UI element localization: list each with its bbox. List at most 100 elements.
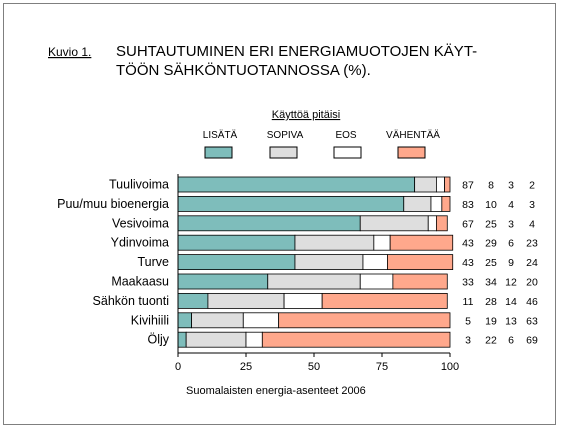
bar-segment <box>177 254 296 271</box>
category-label: Öljy <box>147 333 169 347</box>
bar-row: Öljy 3 22 6 69 <box>147 331 538 348</box>
bar-segment <box>177 195 405 212</box>
data-value-label: 46 <box>526 296 538 308</box>
data-value-label: 10 <box>485 199 497 211</box>
data-value-label: 28 <box>485 296 497 308</box>
data-value-label: 20 <box>526 277 538 289</box>
data-value-label: 63 <box>526 315 538 327</box>
legend: LISÄTÄ SOPIVA EOS VÄHENTÄÄ <box>203 129 440 159</box>
legend-swatch <box>397 146 426 159</box>
data-value-label: 19 <box>485 315 497 327</box>
bar-segment <box>403 195 432 212</box>
data-value-label: 83 <box>462 199 474 211</box>
data-value-label: 6 <box>508 238 514 250</box>
data-value-label: 22 <box>485 335 497 347</box>
data-value-label: 3 <box>508 218 514 230</box>
bar-segment <box>185 331 247 348</box>
bar-segment <box>359 215 429 232</box>
data-value-label: 25 <box>485 218 497 230</box>
data-value-label: 25 <box>485 257 497 269</box>
bar-segment <box>177 215 361 232</box>
bar-segment <box>177 273 269 290</box>
bar-segment <box>267 273 361 290</box>
bar-segment <box>294 254 364 271</box>
category-label: Tuulivoima <box>109 178 169 192</box>
data-value-label: 9 <box>508 257 514 269</box>
bar-segment <box>441 195 451 212</box>
legend-swatch <box>333 146 362 159</box>
data-value-label: 8 <box>488 180 494 192</box>
bar-segment <box>177 312 192 329</box>
bar-segment <box>359 273 394 290</box>
bar-segment <box>321 292 448 309</box>
x-tick-label: 25 <box>240 361 252 373</box>
data-value-label: 2 <box>529 180 535 192</box>
bar-row: Puu/muu bioenergia 83 10 4 3 <box>57 195 535 212</box>
bar-row: Vesivoima 67 25 3 4 <box>112 215 535 232</box>
data-value-label: 29 <box>485 238 497 250</box>
bar-segment <box>207 292 285 309</box>
data-value-label: 33 <box>462 277 474 289</box>
bar-segment <box>191 312 244 329</box>
bar-segment <box>427 215 437 232</box>
x-tick-label: 75 <box>376 361 388 373</box>
bar-segment <box>414 176 437 193</box>
data-value-label: 13 <box>505 315 517 327</box>
legend-title: Käyttöä pitäisi <box>272 109 340 121</box>
x-tick-label: 50 <box>308 361 320 373</box>
data-value-label: 12 <box>505 277 517 289</box>
bar-segment <box>387 254 454 271</box>
bar-segment <box>177 234 296 251</box>
legend-swatch <box>269 146 298 159</box>
data-value-label: 24 <box>526 257 538 269</box>
bar-segment <box>261 331 451 348</box>
bar-row: Turve 43 25 9 24 <box>138 254 538 271</box>
bar-segment <box>177 176 416 193</box>
bar-segment <box>294 234 375 251</box>
data-value-label: 3 <box>529 199 535 211</box>
source-note: Suomalaisten energia-asenteet 2006 <box>186 385 366 397</box>
data-value-label: 43 <box>462 238 474 250</box>
legend-label: EOS <box>335 130 356 141</box>
data-value-label: 3 <box>465 335 471 347</box>
chart-title-line-2: TÖÖN SÄHKÖNTUOTANNOSSA (%). <box>116 61 371 79</box>
category-label: Maakaasu <box>111 275 169 289</box>
bar-row: Ydinvoima 43 29 6 23 <box>111 234 538 251</box>
data-value-label: 34 <box>485 277 497 289</box>
bar-segment <box>177 292 209 309</box>
legend-swatch <box>204 146 233 159</box>
bar-segment <box>362 254 388 271</box>
data-value-label: 69 <box>526 335 538 347</box>
legend-label: LISÄTÄ <box>203 129 238 141</box>
bar-segment <box>389 234 454 251</box>
category-label: Ydinvoima <box>111 236 169 250</box>
category-label: Vesivoima <box>112 216 169 230</box>
data-value-label: 87 <box>462 180 474 192</box>
bar-segment <box>177 331 187 348</box>
bar-row: Kivihiili 5 19 13 63 <box>131 312 538 329</box>
data-value-label: 3 <box>508 180 514 192</box>
chart-title-line-1: SUHTAUTUMINEN ERI ENERGIAMUOTOJEN KÄYT- <box>116 43 477 60</box>
data-value-label: 4 <box>529 218 535 230</box>
x-axis: 0 25 50 75 100 <box>175 174 459 373</box>
bar-row: Tuulivoima 87 8 3 2 <box>109 176 535 193</box>
data-value-label: 67 <box>462 218 474 230</box>
bar-segment <box>430 195 443 212</box>
bar-segment <box>242 312 280 329</box>
bar-segment <box>278 312 451 329</box>
data-value-label: 14 <box>505 296 517 308</box>
bar-segment <box>283 292 323 309</box>
bar-segment <box>435 176 445 193</box>
data-value-label: 11 <box>463 296 474 308</box>
data-value-label: 6 <box>508 335 514 347</box>
bar-segment <box>373 234 391 251</box>
figure-caption-label: Kuvio 1. <box>48 45 91 59</box>
bar-segment <box>392 273 448 290</box>
data-value-label: 5 <box>465 315 471 327</box>
x-tick-label: 0 <box>175 361 181 373</box>
bar-segment <box>444 176 451 193</box>
data-value-label: 23 <box>526 238 538 250</box>
data-value-label: 4 <box>508 199 514 211</box>
